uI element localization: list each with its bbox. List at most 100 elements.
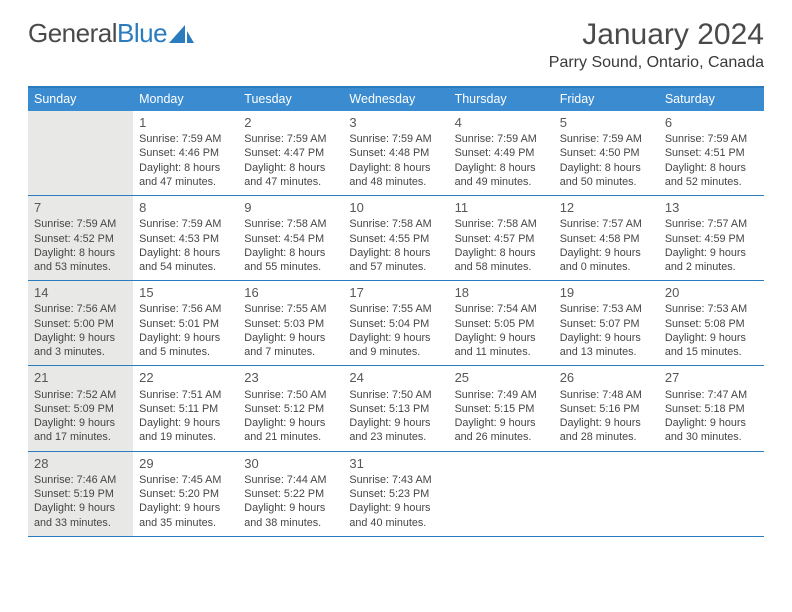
daylight-line: Daylight: 8 hours and 52 minutes. <box>665 161 758 190</box>
sunset-line: Sunset: 4:54 PM <box>244 232 337 246</box>
daylight-line: Daylight: 9 hours and 7 minutes. <box>244 331 337 360</box>
daylight-line: Daylight: 9 hours and 3 minutes. <box>34 331 127 360</box>
day-cell: 15Sunrise: 7:56 AMSunset: 5:01 PMDayligh… <box>133 281 238 365</box>
day-number: 22 <box>139 369 232 386</box>
day-cell: 23Sunrise: 7:50 AMSunset: 5:12 PMDayligh… <box>238 366 343 450</box>
day-number: 1 <box>139 114 232 131</box>
day-cell: 21Sunrise: 7:52 AMSunset: 5:09 PMDayligh… <box>28 366 133 450</box>
day-number: 29 <box>139 455 232 472</box>
week-row: 7Sunrise: 7:59 AMSunset: 4:52 PMDaylight… <box>28 196 764 281</box>
sunset-line: Sunset: 5:03 PM <box>244 317 337 331</box>
daylight-line: Daylight: 9 hours and 5 minutes. <box>139 331 232 360</box>
week-row: 21Sunrise: 7:52 AMSunset: 5:09 PMDayligh… <box>28 366 764 451</box>
sunrise-line: Sunrise: 7:59 AM <box>139 217 232 231</box>
sunset-line: Sunset: 4:53 PM <box>139 232 232 246</box>
day-number: 15 <box>139 284 232 301</box>
sunset-line: Sunset: 5:13 PM <box>349 402 442 416</box>
day-cell: 25Sunrise: 7:49 AMSunset: 5:15 PMDayligh… <box>449 366 554 450</box>
daylight-line: Daylight: 9 hours and 9 minutes. <box>349 331 442 360</box>
sunrise-line: Sunrise: 7:46 AM <box>34 473 127 487</box>
day-cell: 7Sunrise: 7:59 AMSunset: 4:52 PMDaylight… <box>28 196 133 280</box>
sunrise-line: Sunrise: 7:55 AM <box>244 302 337 316</box>
day-number: 17 <box>349 284 442 301</box>
sunrise-line: Sunrise: 7:58 AM <box>455 217 548 231</box>
day-number: 20 <box>665 284 758 301</box>
day-cell: 31Sunrise: 7:43 AMSunset: 5:23 PMDayligh… <box>343 452 448 536</box>
daylight-line: Daylight: 9 hours and 30 minutes. <box>665 416 758 445</box>
daylight-line: Daylight: 8 hours and 57 minutes. <box>349 246 442 275</box>
day-number: 30 <box>244 455 337 472</box>
weekday-header: Friday <box>554 88 659 111</box>
sunset-line: Sunset: 5:08 PM <box>665 317 758 331</box>
sunset-line: Sunset: 4:51 PM <box>665 146 758 160</box>
sunrise-line: Sunrise: 7:59 AM <box>139 132 232 146</box>
daylight-line: Daylight: 9 hours and 26 minutes. <box>455 416 548 445</box>
weekday-header: Saturday <box>659 88 764 111</box>
day-cell: 12Sunrise: 7:57 AMSunset: 4:58 PMDayligh… <box>554 196 659 280</box>
sunset-line: Sunset: 5:00 PM <box>34 317 127 331</box>
logo-sail-icon <box>169 23 195 45</box>
day-cell: 1Sunrise: 7:59 AMSunset: 4:46 PMDaylight… <box>133 111 238 195</box>
weekday-header: Wednesday <box>343 88 448 111</box>
daylight-line: Daylight: 9 hours and 35 minutes. <box>139 501 232 530</box>
sunrise-line: Sunrise: 7:57 AM <box>560 217 653 231</box>
day-cell: 24Sunrise: 7:50 AMSunset: 5:13 PMDayligh… <box>343 366 448 450</box>
sunrise-line: Sunrise: 7:56 AM <box>34 302 127 316</box>
daylight-line: Daylight: 9 hours and 0 minutes. <box>560 246 653 275</box>
sunrise-line: Sunrise: 7:53 AM <box>560 302 653 316</box>
sunrise-line: Sunrise: 7:58 AM <box>349 217 442 231</box>
day-number: 25 <box>455 369 548 386</box>
sunset-line: Sunset: 5:20 PM <box>139 487 232 501</box>
weekday-header: Monday <box>133 88 238 111</box>
month-title: January 2024 <box>549 18 764 52</box>
sunset-line: Sunset: 5:11 PM <box>139 402 232 416</box>
sunrise-line: Sunrise: 7:57 AM <box>665 217 758 231</box>
sunrise-line: Sunrise: 7:59 AM <box>455 132 548 146</box>
daylight-line: Daylight: 9 hours and 11 minutes. <box>455 331 548 360</box>
sunrise-line: Sunrise: 7:54 AM <box>455 302 548 316</box>
day-number: 23 <box>244 369 337 386</box>
day-number: 13 <box>665 199 758 216</box>
daylight-line: Daylight: 8 hours and 58 minutes. <box>455 246 548 275</box>
day-cell: 18Sunrise: 7:54 AMSunset: 5:05 PMDayligh… <box>449 281 554 365</box>
sunset-line: Sunset: 4:46 PM <box>139 146 232 160</box>
sunset-line: Sunset: 4:47 PM <box>244 146 337 160</box>
day-cell: 16Sunrise: 7:55 AMSunset: 5:03 PMDayligh… <box>238 281 343 365</box>
daylight-line: Daylight: 9 hours and 28 minutes. <box>560 416 653 445</box>
calendar-grid: SundayMondayTuesdayWednesdayThursdayFrid… <box>28 86 764 537</box>
day-number: 24 <box>349 369 442 386</box>
week-row: 1Sunrise: 7:59 AMSunset: 4:46 PMDaylight… <box>28 111 764 196</box>
header: GeneralBlue January 2024 Parry Sound, On… <box>0 0 792 78</box>
day-cell: 8Sunrise: 7:59 AMSunset: 4:53 PMDaylight… <box>133 196 238 280</box>
day-number: 28 <box>34 455 127 472</box>
sunrise-line: Sunrise: 7:59 AM <box>244 132 337 146</box>
day-number: 5 <box>560 114 653 131</box>
day-number: 14 <box>34 284 127 301</box>
daylight-line: Daylight: 9 hours and 40 minutes. <box>349 501 442 530</box>
sunrise-line: Sunrise: 7:52 AM <box>34 388 127 402</box>
day-cell <box>449 452 554 536</box>
weekday-header: Tuesday <box>238 88 343 111</box>
day-cell <box>659 452 764 536</box>
brand-part1: General <box>28 18 117 49</box>
sunset-line: Sunset: 4:49 PM <box>455 146 548 160</box>
daylight-line: Daylight: 9 hours and 15 minutes. <box>665 331 758 360</box>
sunset-line: Sunset: 5:23 PM <box>349 487 442 501</box>
day-cell: 10Sunrise: 7:58 AMSunset: 4:55 PMDayligh… <box>343 196 448 280</box>
sunset-line: Sunset: 4:50 PM <box>560 146 653 160</box>
sunset-line: Sunset: 5:12 PM <box>244 402 337 416</box>
sunset-line: Sunset: 5:01 PM <box>139 317 232 331</box>
day-number: 10 <box>349 199 442 216</box>
daylight-line: Daylight: 8 hours and 49 minutes. <box>455 161 548 190</box>
week-row: 14Sunrise: 7:56 AMSunset: 5:00 PMDayligh… <box>28 281 764 366</box>
day-number: 18 <box>455 284 548 301</box>
day-cell: 14Sunrise: 7:56 AMSunset: 5:00 PMDayligh… <box>28 281 133 365</box>
day-cell: 29Sunrise: 7:45 AMSunset: 5:20 PMDayligh… <box>133 452 238 536</box>
sunrise-line: Sunrise: 7:51 AM <box>139 388 232 402</box>
daylight-line: Daylight: 8 hours and 55 minutes. <box>244 246 337 275</box>
sunset-line: Sunset: 4:55 PM <box>349 232 442 246</box>
sunrise-line: Sunrise: 7:49 AM <box>455 388 548 402</box>
sunset-line: Sunset: 5:18 PM <box>665 402 758 416</box>
day-cell: 6Sunrise: 7:59 AMSunset: 4:51 PMDaylight… <box>659 111 764 195</box>
day-cell: 5Sunrise: 7:59 AMSunset: 4:50 PMDaylight… <box>554 111 659 195</box>
